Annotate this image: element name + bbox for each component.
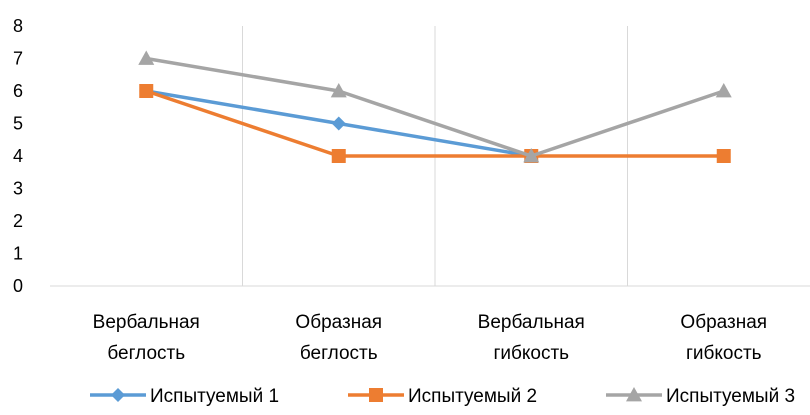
legend-label: Испытуемый 3 [666,386,795,407]
series-line [144,89,726,158]
legend-item: Испытуемый 1 [90,386,279,407]
series-2 [139,84,731,163]
triangle-marker [626,387,642,402]
series-3 [138,50,732,163]
y-tick-label: 0 [13,276,23,296]
y-tick-label: 8 [13,16,23,36]
legend-item: Испытуемый 2 [348,386,537,407]
y-tick-label: 6 [13,81,23,101]
y-tick-label: 5 [13,114,23,134]
x-category-label: Вербальная [478,312,585,333]
legend-label: Испытуемый 1 [150,386,279,407]
x-category-label: беглость [300,343,378,364]
square-marker [369,388,383,402]
x-axis-tick-labels: Вербальная беглость Образная беглость Вербал… [93,312,767,364]
triangle-marker [523,148,540,163]
diamond-marker [111,388,125,402]
diamond-marker [331,116,346,131]
triangle-marker [330,83,347,98]
x-category-label: Образная [680,312,767,333]
y-tick-label: 2 [13,211,23,231]
triangle-marker [715,83,732,98]
x-category-label: беглость [107,343,185,364]
legend-label: Испытуемый 2 [408,386,537,407]
y-axis-tick-labels: 0 1 2 3 4 5 6 7 8 [13,16,23,296]
y-tick-label: 3 [13,179,23,199]
x-category-label: гибкость [686,343,762,364]
triangle-marker [138,50,155,65]
y-tick-label: 7 [13,49,23,69]
x-category-label: Вербальная [93,312,200,333]
series-lines [138,50,732,163]
x-category-label: гибкость [493,343,569,364]
y-tick-label: 4 [13,146,23,166]
legend: Испытуемый 1 Испытуемый 2 Испытуемый 3 [90,386,795,407]
square-marker [716,149,731,163]
y-tick-label: 1 [13,244,23,264]
square-marker [139,84,154,98]
square-marker [331,149,346,163]
series-line [144,56,726,158]
x-category-label: Образная [295,312,382,333]
legend-item: Испытуемый 3 [606,386,795,407]
